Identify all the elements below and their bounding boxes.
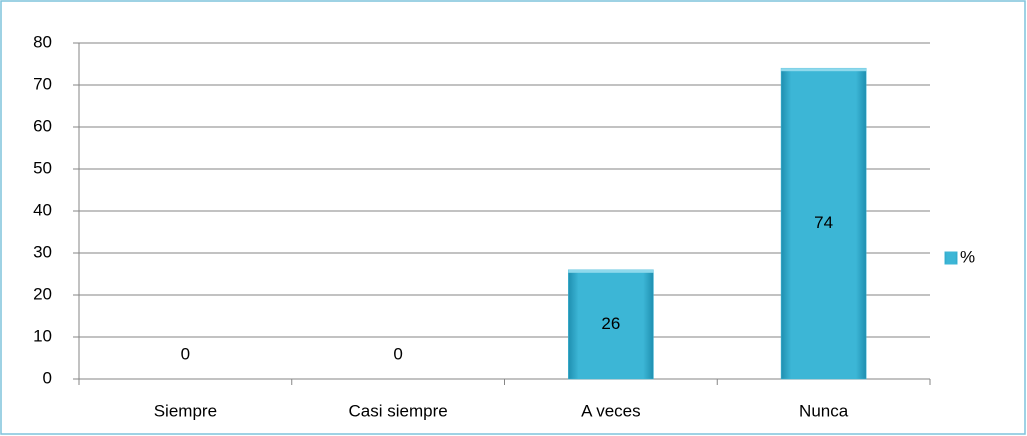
bar-top [568, 269, 654, 273]
bar [780, 67, 867, 380]
y-tick-label: 40 [33, 200, 52, 219]
y-tick-label: 0 [43, 368, 52, 387]
data-label: 26 [601, 314, 620, 333]
y-tick-label: 10 [33, 326, 52, 345]
y-tick-label: 50 [33, 158, 52, 177]
y-tick-label: 30 [33, 242, 52, 261]
x-tick-label: Nunca [799, 401, 849, 420]
legend-swatch [944, 251, 958, 265]
data-label: 0 [181, 344, 190, 363]
y-tick-label: 80 [33, 32, 52, 51]
data-label: 0 [393, 344, 402, 363]
legend-label: % [960, 247, 975, 266]
y-tick-label: 20 [33, 284, 52, 303]
y-tick-label: 60 [33, 116, 52, 135]
x-tick-label: Siempre [154, 401, 217, 420]
data-label: 74 [814, 213, 833, 232]
y-tick-label: 70 [33, 74, 52, 93]
x-tick-label: A veces [581, 401, 641, 420]
bar-top [781, 68, 867, 72]
x-tick-label: Casi siempre [349, 401, 448, 420]
